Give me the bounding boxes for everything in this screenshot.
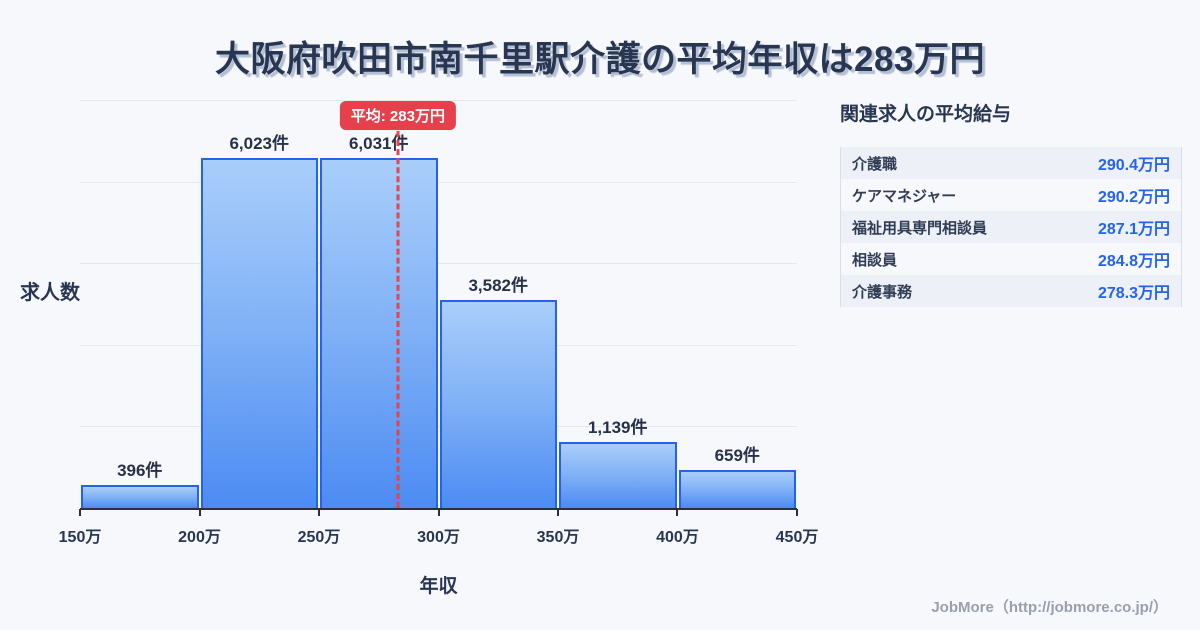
related-jobs-panel-title: 関連求人の平均給与	[840, 104, 1012, 125]
job-salary-value: 278.3万円	[1097, 285, 1170, 302]
table-row: 福祉用具専門相談員 287.1万円	[841, 211, 1181, 243]
histogram-bar	[678, 470, 796, 508]
gridline	[80, 426, 797, 428]
x-tick-label: 250万	[297, 529, 341, 546]
histogram-bar	[200, 158, 318, 508]
x-axis-tick	[557, 509, 559, 516]
bar-value-label: 3,582件	[468, 276, 529, 295]
table-row: 相談員 284.8万円	[841, 243, 1181, 275]
histogram-bar	[320, 158, 438, 508]
histogram-bar	[559, 442, 677, 508]
job-label: ケアマネジャー	[852, 187, 957, 205]
x-tick-label: 150万	[58, 529, 102, 546]
x-axis-label: 年収	[419, 576, 458, 597]
related-jobs-panel: 関連求人の平均給与 介護職 290.4万円 ケアマネジャー 290.2万円 福祉…	[840, 99, 1182, 307]
x-tick-label: 450万	[775, 529, 819, 546]
table-row: ケアマネジャー 290.2万円	[841, 179, 1181, 211]
gridline	[80, 100, 797, 101]
x-axis-tick	[317, 509, 320, 516]
bar-value-label: 659件	[714, 446, 760, 465]
average-marker-line	[396, 131, 400, 508]
gridline	[80, 263, 797, 265]
x-axis-tick	[79, 509, 81, 516]
histogram-plot-area: 396件 6,023件 6,031件 3,582件 1,139件 659件 平均…	[79, 100, 798, 516]
job-salary-value: 287.1万円	[1097, 221, 1170, 238]
y-axis-label: 求人数	[20, 282, 80, 304]
x-axis-tick-labels: 150万 200万 250万 300万 350万 400万 450万	[59, 523, 819, 546]
average-badge: 平均: 283万円	[339, 101, 456, 130]
job-salary-value: 290.4万円	[1097, 157, 1170, 174]
related-jobs-table: 介護職 290.4万円 ケアマネジャー 290.2万円 福祉用具専門相談員 28…	[840, 147, 1182, 307]
bar-slot: 6,031件	[319, 129, 439, 508]
gridline	[80, 344, 797, 346]
histogram-bar	[439, 300, 557, 508]
bar-slot: 659件	[678, 441, 798, 508]
bar-value-label: 1,139件	[587, 418, 648, 437]
bar-slot: 1,139件	[558, 413, 678, 508]
job-label: 介護職	[852, 155, 898, 173]
job-label: 福祉用具専門相談員	[852, 219, 988, 237]
x-axis-tick	[198, 509, 201, 516]
bar-value-label: 396件	[117, 461, 163, 480]
job-salary-value: 284.8万円	[1097, 253, 1170, 270]
x-tick-label: 350万	[536, 529, 580, 546]
table-row: 介護事務 278.3万円	[841, 275, 1181, 307]
footer-credit: JobMore（http://jobmore.co.jp/）	[931, 599, 1168, 616]
gridline	[80, 181, 797, 183]
x-tick-label: 200万	[178, 529, 221, 546]
x-tick-label: 400万	[656, 529, 699, 546]
bar-value-label: 6,023件	[229, 134, 290, 153]
page-title: 大阪府吹田市南千里駅介護の平均年収は283万円	[215, 40, 985, 79]
bar-slot: 3,582件	[439, 271, 559, 508]
bar-value-label: 6,031件	[348, 134, 409, 153]
job-label: 介護事務	[852, 283, 913, 301]
bar-slot: 6,023件	[200, 129, 320, 508]
bar-slot: 396件	[80, 456, 200, 508]
x-tick-label: 300万	[417, 529, 460, 546]
job-salary-value: 290.2万円	[1097, 189, 1170, 206]
x-axis-tick	[676, 509, 679, 516]
x-axis-tick	[437, 509, 440, 516]
job-label: 相談員	[852, 251, 898, 269]
histogram-bars: 396件 6,023件 6,031件 3,582件 1,139件 659件	[80, 100, 797, 508]
x-axis-tick	[796, 509, 798, 516]
histogram-bar	[81, 485, 199, 508]
table-row: 介護職 290.4万円	[841, 147, 1181, 179]
